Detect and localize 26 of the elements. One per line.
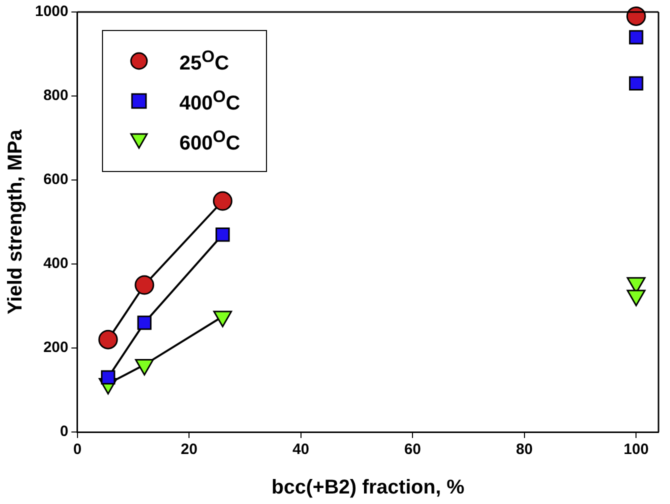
y-tick-label: 400 xyxy=(43,255,68,272)
y-tick-label: 1000 xyxy=(34,3,68,20)
x-tick-label: 100 xyxy=(624,441,649,458)
y-tick-label: 200 xyxy=(43,339,68,356)
point xyxy=(629,30,644,44)
x-tick-label: 80 xyxy=(516,441,533,458)
y-tick-label: 600 xyxy=(43,171,68,188)
legend-label: 600$^{O}$C xyxy=(179,126,240,156)
y-tick-label: 800 xyxy=(43,87,68,104)
legend-label: 400$^{O}$C xyxy=(179,86,240,116)
point xyxy=(134,275,154,295)
y-tick-label: 0 xyxy=(60,423,68,440)
x-tick-label: 0 xyxy=(73,441,82,458)
x-tick-label: 40 xyxy=(292,441,310,458)
x-tick-label: 20 xyxy=(180,441,198,458)
point xyxy=(216,227,230,242)
point xyxy=(100,370,116,385)
point xyxy=(137,316,152,330)
point xyxy=(212,191,232,211)
point xyxy=(626,6,646,26)
point xyxy=(98,330,118,350)
y-axis-title: Yield strength, MPa xyxy=(4,128,27,314)
x-axis-title: bcc(+B2) fraction, % xyxy=(272,476,465,499)
x-tick-label: 60 xyxy=(404,441,421,458)
legend-label: 25$^{O}$C xyxy=(179,46,230,76)
point xyxy=(629,76,644,91)
